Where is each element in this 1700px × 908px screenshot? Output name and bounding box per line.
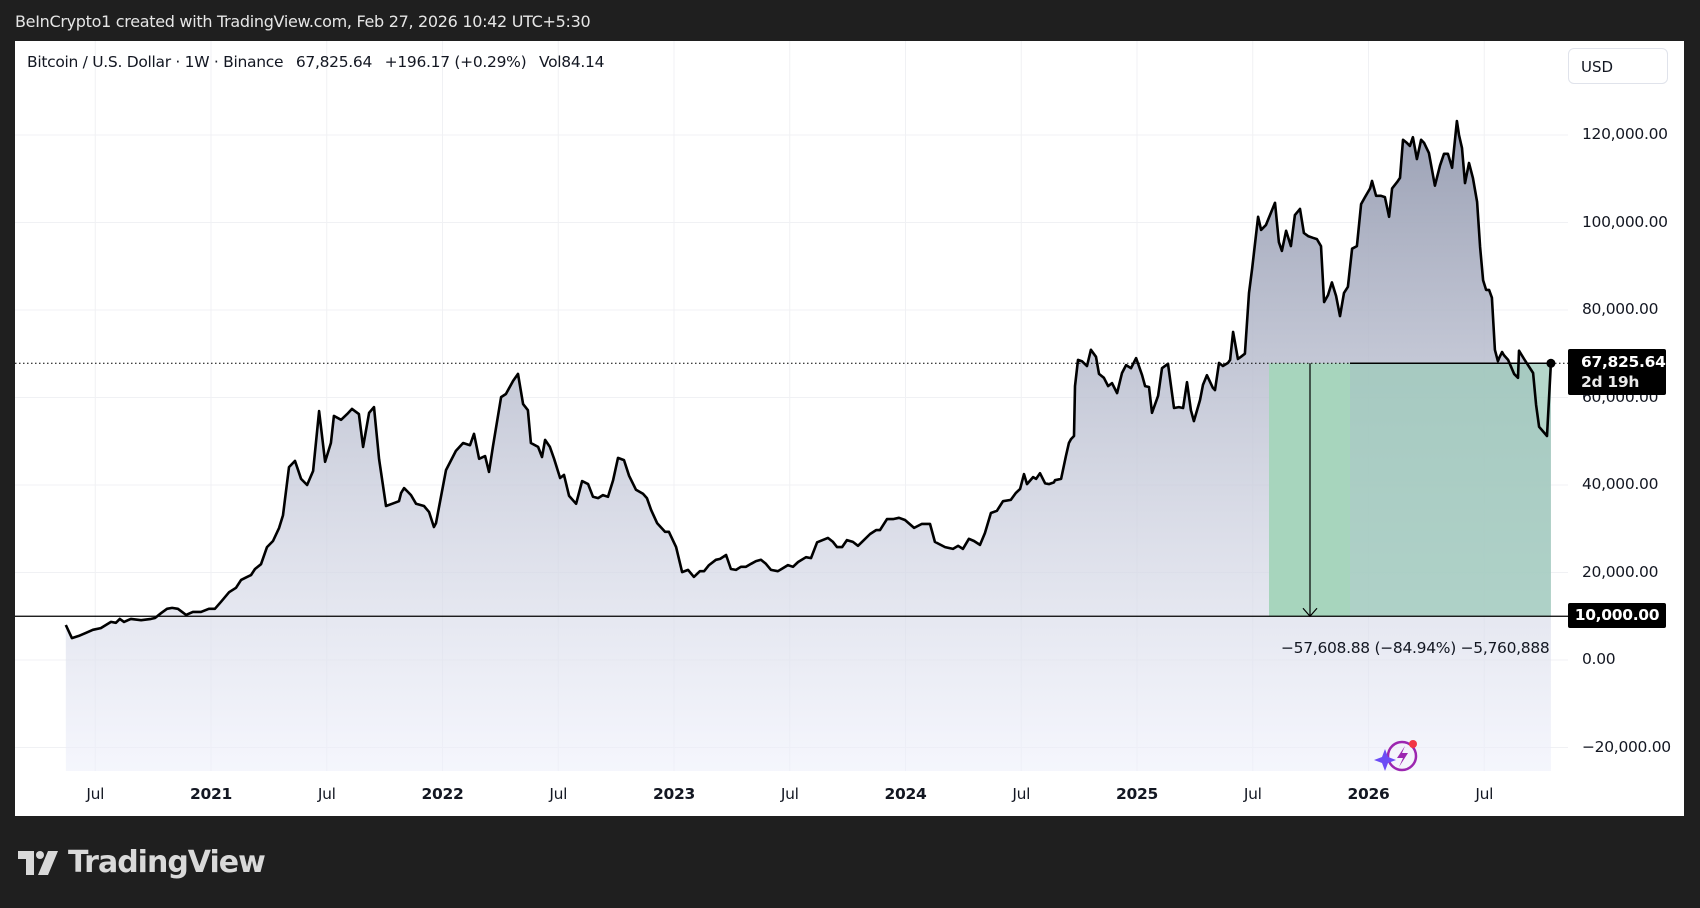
time-tick-label: 2025 bbox=[1116, 785, 1158, 803]
price-tick-label: 20,000.00 bbox=[1582, 562, 1659, 581]
tradingview-logo: TradingView bbox=[18, 845, 266, 880]
last-price-label: 67,825.64 2d 19h bbox=[1568, 349, 1666, 395]
price-chart[interactable] bbox=[15, 41, 1684, 816]
arrow-down-icon bbox=[1302, 607, 1318, 618]
time-tick-label: 2024 bbox=[884, 785, 927, 803]
time-tick-label: 2023 bbox=[653, 785, 695, 803]
price-tick-label: 80,000.00 bbox=[1582, 300, 1659, 318]
bar-countdown: 2d 19h bbox=[1581, 373, 1640, 391]
horizontal-line-label: 10,000.00 bbox=[1568, 603, 1666, 628]
time-tick-label: 2026 bbox=[1347, 785, 1390, 803]
symbol-title[interactable]: Bitcoin / U.S. Dollar · 1W · Binance bbox=[27, 53, 284, 71]
last-point-marker bbox=[1546, 358, 1556, 368]
time-tick-label: Jul bbox=[780, 785, 799, 803]
time-tick-label: Jul bbox=[1475, 785, 1494, 803]
credit-text: BeInCrypto1 created with TradingView.com… bbox=[15, 12, 591, 31]
price-tick-label: −20,000.00 bbox=[1582, 737, 1671, 756]
currency-button[interactable]: USD bbox=[1568, 48, 1668, 84]
chart-panel[interactable]: Bitcoin / U.S. Dollar · 1W · Binance 67,… bbox=[15, 41, 1684, 816]
time-tick-label: Jul bbox=[1012, 785, 1031, 803]
chart-credit-bar: BeInCrypto1 created with TradingView.com… bbox=[0, 0, 1700, 41]
price-change: +196.17 (+0.29%) bbox=[384, 53, 527, 71]
price-line bbox=[64, 119, 1553, 640]
price-tick-label: 0.00 bbox=[1582, 650, 1616, 668]
time-tick-label: Jul bbox=[317, 785, 336, 803]
time-tick-label: 2021 bbox=[190, 785, 232, 803]
volume: Vol84.14 bbox=[538, 53, 605, 71]
time-tick-label: Jul bbox=[1243, 785, 1262, 803]
price-tick-label: 100,000.00 bbox=[1582, 212, 1668, 231]
last-price: 67,825.64 bbox=[295, 53, 373, 71]
price-tick-label: 120,000.00 bbox=[1582, 125, 1668, 143]
symbol-legend: Bitcoin / U.S. Dollar · 1W · Binance 67,… bbox=[27, 53, 612, 71]
time-tick-label: 2022 bbox=[421, 785, 464, 803]
time-tick-label: Jul bbox=[549, 785, 568, 803]
area-fill bbox=[65, 121, 1551, 771]
brand-name: TradingView bbox=[68, 845, 266, 880]
price-range-label: −57,608.88 (−84.94%) −5,760,888 bbox=[1281, 639, 1550, 657]
price-tick-label: 40,000.00 bbox=[1582, 475, 1659, 493]
last-price-value: 67,825.64 bbox=[1581, 353, 1666, 371]
sparkle-bolt-icon[interactable] bbox=[1374, 740, 1418, 772]
time-tick-label: Jul bbox=[86, 785, 105, 803]
tradingview-logo-icon bbox=[18, 850, 58, 875]
price-range-overlap bbox=[1269, 363, 1551, 617]
